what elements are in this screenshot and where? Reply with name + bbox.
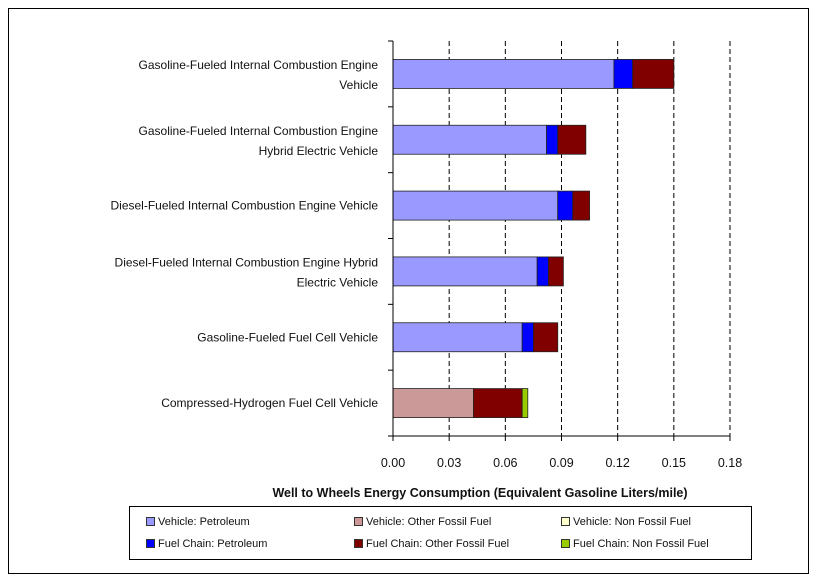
category-label: Gasoline-Fueled Internal Combustion Engi… [139,124,379,158]
bar-segment [392,59,615,89]
bar-segment [557,190,574,221]
category-label: Gasoline-Fueled Fuel Cell Vehicle [197,330,378,344]
bar-segment [473,388,523,418]
legend: Vehicle: Petroleum Vehicle: Other Fossil… [129,506,752,560]
x-tick-label: 0.15 [662,456,686,470]
legend-item: Vehicle: Other Fossil Fuel [354,516,491,528]
legend-label: Fuel Chain: Other Fossil Fuel [366,538,510,550]
bar-segment [521,388,529,418]
bar-segment [392,190,559,221]
bar-segment [547,256,564,287]
x-tick-label: 0.00 [381,456,405,470]
legend-label: Vehicle: Non Fossil Fuel [573,516,691,528]
bar-segment [392,124,547,155]
category-label: Gasoline-Fueled Internal Combustion Engi… [139,58,379,92]
x-tick-label: 0.18 [718,456,742,470]
legend-swatch [561,538,570,548]
category-label: Diesel-Fueled Internal Combustion Engine… [115,255,379,289]
legend-item: Fuel Chain: Non Fossil Fuel [561,538,709,550]
legend-label: Vehicle: Other Fossil Fuel [366,516,492,528]
legend-item: Fuel Chain: Other Fossil Fuel [354,538,509,550]
bar-segment [533,322,559,353]
legend-label: Fuel Chain: Non Fossil Fuel [573,538,709,550]
chart-frame [8,8,809,574]
bar-segment [572,190,590,221]
legend-item: Fuel Chain: Petroleum [146,538,267,550]
legend-label: Vehicle: Petroleum [158,516,250,528]
bar-segment [392,256,538,287]
bar-segment [392,322,523,353]
legend-label: Fuel Chain: Petroleum [158,538,268,550]
category-label: Diesel-Fueled Internal Combustion Engine… [111,199,379,213]
x-tick-label: 0.12 [605,456,629,470]
legend-swatch [354,516,363,526]
bar-segment [536,256,549,287]
bar-segment [521,322,534,353]
bar-segment [392,388,474,418]
legend-swatch [146,538,155,548]
category-label: Compressed-Hydrogen Fuel Cell Vehicle [161,396,378,410]
x-tick-label: 0.03 [437,456,461,470]
x-axis-label: Well to Wheels Energy Consumption (Equiv… [272,486,687,500]
bar-segment [632,59,675,89]
legend-swatch [561,516,570,526]
bar-segment [546,124,559,155]
bar-segment [557,124,587,155]
legend-item: Vehicle: Non Fossil Fuel [561,516,691,528]
x-tick-label: 0.09 [549,456,573,470]
legend-swatch [354,538,363,548]
bar-segment [613,59,634,89]
legend-swatch [146,516,155,526]
x-tick-label: 0.06 [493,456,517,470]
legend-item: Vehicle: Petroleum [146,516,250,528]
